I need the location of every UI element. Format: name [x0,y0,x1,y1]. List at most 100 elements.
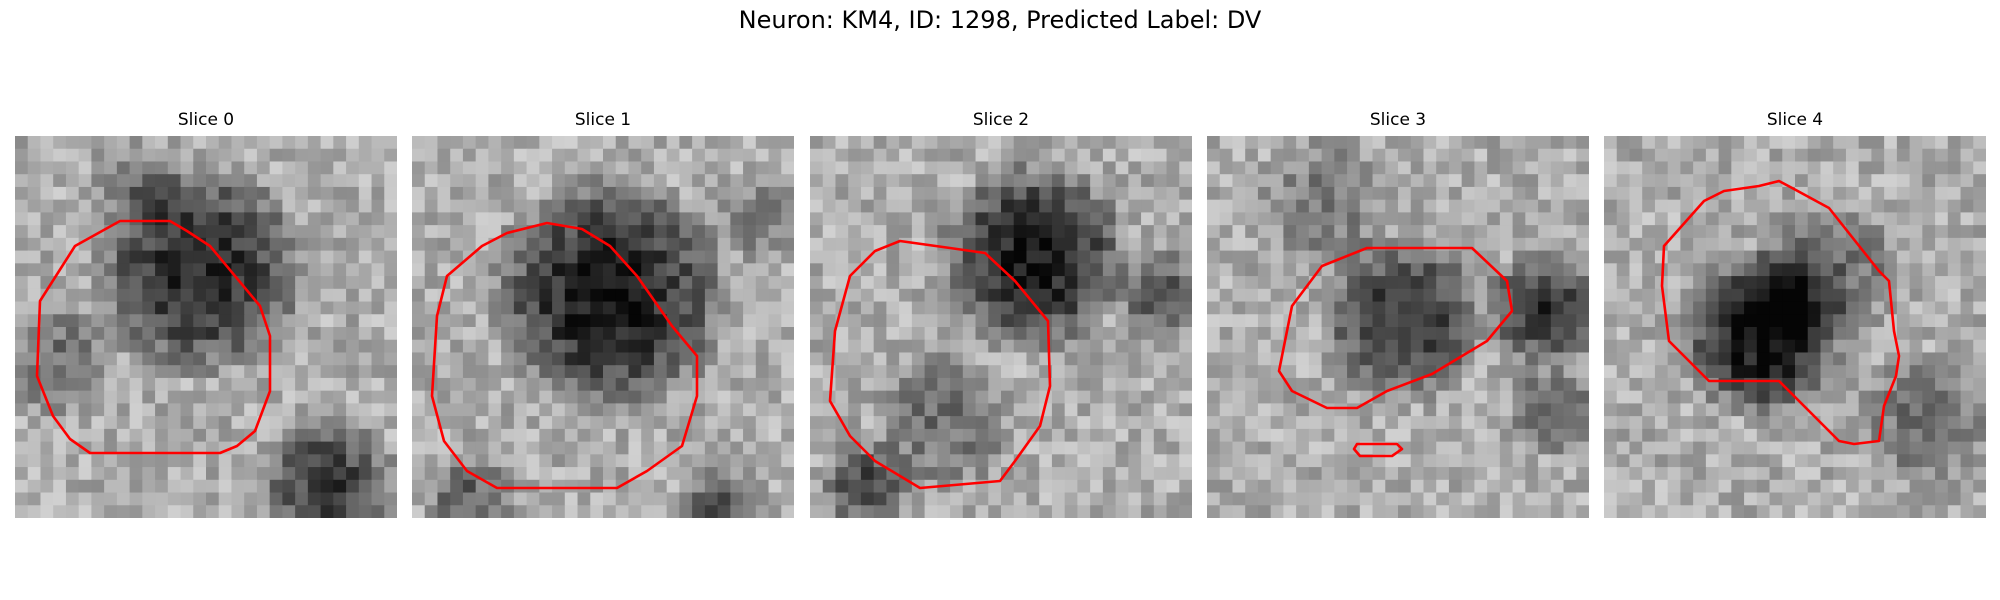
image-pixel [1654,492,1669,506]
image-pixel [653,225,668,239]
image-pixel [282,225,296,239]
image-pixel [886,454,900,468]
image-pixel [116,301,131,315]
image-pixel [1064,327,1078,341]
image-pixel [1359,161,1374,175]
image-pixel [1013,161,1028,175]
image-pixel [1756,428,1771,443]
image-pixel [1858,390,1872,404]
image-pixel [437,250,451,264]
image-pixel [1398,327,1412,341]
image-pixel [1179,148,1192,163]
image-pixel [886,479,900,494]
image-pixel [924,492,938,506]
image-pixel [1538,250,1552,264]
image-pixel [704,314,719,328]
image-pixel [1410,505,1425,518]
image-pixel [666,365,680,379]
image-pixel [1871,505,1885,518]
image-pixel [1718,467,1732,481]
image-pixel [1487,174,1501,188]
image-pixel [307,428,322,443]
image-pixel [1833,377,1847,392]
image-pixel [193,428,207,443]
image-pixel [218,314,233,328]
image-pixel [346,390,360,404]
image-pixel [307,441,322,455]
image-pixel [142,237,156,252]
image-pixel [860,136,875,150]
image-pixel [1436,428,1450,443]
image-pixel [53,301,67,315]
image-pixel [1461,467,1475,481]
image-pixel [1283,136,1297,150]
image-pixel [1153,390,1168,404]
image-pixel [911,212,926,226]
image-pixel [1871,148,1885,163]
image-pixel [437,199,451,213]
image-pixel [256,441,271,455]
image-pixel [628,199,642,213]
image-pixel [129,136,143,150]
image-pixel [1141,428,1155,443]
image-pixel [1499,237,1514,252]
image-pixel [462,136,477,150]
image-pixel [860,416,875,430]
image-pixel [1576,428,1589,443]
image-pixel [1909,390,1923,404]
image-pixel [526,136,540,150]
image-pixel [552,365,566,379]
image-pixel [835,454,849,468]
image-pixel [1064,505,1078,518]
image-pixel [384,339,397,354]
image-pixel [1283,390,1297,404]
image-pixel [1410,467,1425,481]
image-pixel [1013,263,1028,277]
image-pixel [1973,263,1986,277]
image-pixel [1820,441,1834,455]
image-pixel [730,416,744,430]
image-pixel [206,263,220,277]
image-pixel [1629,441,1643,455]
image-pixel [950,148,964,163]
image-pixel [1039,479,1053,494]
image-pixel [950,263,964,277]
image-pixel [1423,467,1437,481]
image-pixel [835,467,849,481]
image-pixel [424,186,439,201]
image-pixel [1359,377,1374,392]
image-pixel [1372,428,1386,443]
image-pixel [1973,225,1986,239]
image-pixel [1769,365,1783,379]
image-pixel [333,225,347,239]
image-pixel [65,199,80,213]
image-pixel [937,365,951,379]
image-pixel [269,377,283,392]
image-pixel [282,174,296,188]
image-pixel [835,492,849,506]
image-pixel [653,492,668,506]
image-pixel [1935,136,1949,150]
image-pixel [666,212,680,226]
image-pixel [1051,314,1066,328]
image-pixel [1693,416,1707,430]
image-pixel [666,390,680,404]
image-pixel [1718,441,1732,455]
image-pixel [193,505,207,518]
image-pixel [1245,428,1259,443]
image-pixel [129,390,143,404]
image-pixel [53,186,67,201]
image-pixel [358,467,373,481]
image-pixel [307,454,322,468]
image-pixel [1334,479,1348,494]
image-pixel [1795,416,1809,430]
image-pixel [1051,263,1066,277]
image-pixel [142,339,156,354]
image-pixel [1858,276,1872,290]
image-pixel [346,441,360,455]
image-pixel [1245,225,1259,239]
image-pixel [488,428,502,443]
image-pixel [1179,492,1192,506]
image-pixel [1525,479,1539,494]
image-pixel [1616,263,1631,277]
